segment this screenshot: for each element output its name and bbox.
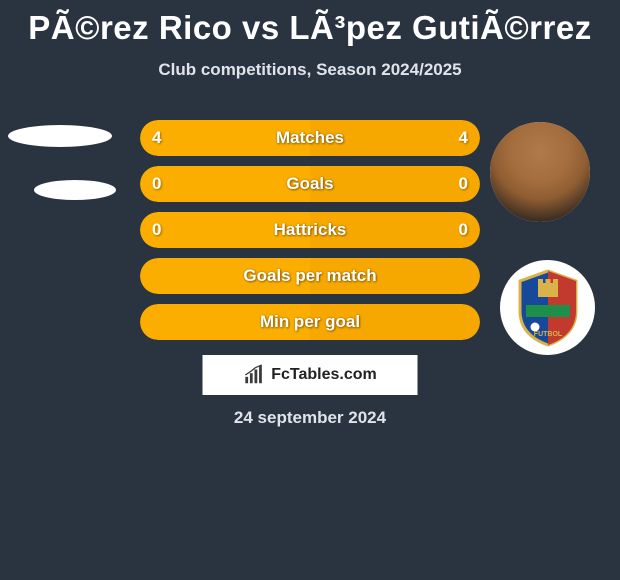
brand-text: FcTables.com (271, 366, 377, 384)
stat-bar-left (140, 304, 310, 340)
stat-value-left: 0 (152, 212, 161, 248)
stat-row: 44Matches (140, 120, 480, 156)
club-crest-svg: FUTBOL (514, 269, 582, 347)
stat-value-right: 0 (459, 212, 468, 248)
brand-chart-icon (243, 364, 265, 386)
stat-bar-right (310, 120, 480, 156)
stat-row: Min per goal (140, 304, 480, 340)
stat-row: 00Hattricks (140, 212, 480, 248)
stat-bar-right (310, 304, 480, 340)
svg-text:FUTBOL: FUTBOL (533, 331, 562, 338)
subtitle: Club competitions, Season 2024/2025 (0, 60, 620, 80)
stat-value-right: 0 (459, 166, 468, 202)
stat-value-left: 0 (152, 166, 161, 202)
right-club-crest: FUTBOL (500, 260, 595, 355)
stat-row: Goals per match (140, 258, 480, 294)
date-text: 24 september 2024 (0, 408, 620, 428)
stat-row: 00Goals (140, 166, 480, 202)
stat-value-left: 4 (152, 120, 161, 156)
stat-rows: 44Matches00Goals00HattricksGoals per mat… (140, 120, 480, 350)
left-club-crest-placeholder (34, 180, 116, 200)
stat-bar-right (310, 212, 480, 248)
stat-value-right: 4 (459, 120, 468, 156)
brand-badge: FcTables.com (203, 355, 418, 395)
stat-bar-left (140, 120, 310, 156)
stat-bar-right (310, 166, 480, 202)
stat-bar-left (140, 258, 310, 294)
right-player-avatar (490, 122, 590, 222)
stat-bar-right (310, 258, 480, 294)
page-title: PÃ©rez Rico vs LÃ³pez GutiÃ©rrez (0, 0, 620, 48)
stat-bar-left (140, 212, 310, 248)
stat-bar-left (140, 166, 310, 202)
left-player-avatar-placeholder (8, 125, 112, 147)
player-face-placeholder (490, 122, 590, 222)
comparison-card: PÃ©rez Rico vs LÃ³pez GutiÃ©rrez Club co… (0, 0, 620, 580)
